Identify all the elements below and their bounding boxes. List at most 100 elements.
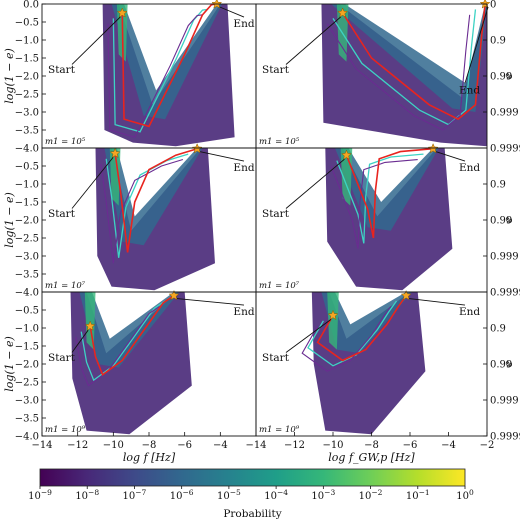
start-marker bbox=[109, 147, 121, 158]
end-arrow bbox=[435, 151, 466, 162]
outline-contour-end bbox=[326, 14, 471, 131]
y-tick-label: −0.5 bbox=[15, 162, 39, 173]
evolution-track bbox=[345, 147, 434, 239]
colorbar-tick-label: 10−8 bbox=[75, 488, 99, 502]
y-tick-label: 0.0 bbox=[23, 0, 39, 11]
x-axis-label-right: log f_GW,p [Hz] bbox=[328, 451, 415, 464]
end-label: End bbox=[459, 162, 480, 174]
y-tick-label: −3.5 bbox=[15, 270, 39, 281]
start-marker bbox=[337, 7, 348, 18]
mass-label: m1 = 10⁵ bbox=[45, 137, 86, 147]
axis-labels: log f [Hz] log f_GW,p [Hz] bbox=[123, 451, 416, 464]
y-tick-label: −3.0 bbox=[15, 252, 39, 263]
x-tick-label: −12 bbox=[67, 440, 88, 451]
evolution-track bbox=[316, 295, 407, 362]
panel-2-0: Start End m1 = 10⁹ −0.5 −1.0 −1.5 −2.0 −2.5 −3.0… bbox=[3, 289, 267, 451]
mass-label: m1 = 10⁹ bbox=[259, 425, 300, 435]
end-arrow bbox=[176, 298, 245, 306]
end-arrow bbox=[409, 298, 466, 306]
evolution-track bbox=[114, 147, 198, 253]
density-core bbox=[109, 148, 121, 206]
x-tick-label: −4 bbox=[213, 440, 228, 451]
start-arrow bbox=[71, 157, 114, 209]
y-tick-label: −1.0 bbox=[15, 36, 39, 47]
density-mid bbox=[331, 4, 487, 112]
e-tick-label: 0 bbox=[490, 0, 496, 11]
colorbar: 10−9 10−8 10−7 10−6 10−5 10−4 10−3 10−2 10−1 100 … bbox=[28, 468, 474, 520]
outline-contour-start bbox=[80, 300, 166, 382]
outline-contour-start bbox=[336, 153, 424, 244]
end-label: End bbox=[233, 18, 254, 30]
start-marker bbox=[116, 7, 128, 18]
e-tick-label: 0.9999 bbox=[490, 144, 520, 155]
panel-2-1: Start End m1 = 10⁹ 0.9 0.99 0.999 0.9999 e −12 −1… bbox=[255, 289, 520, 451]
outline-contour-end bbox=[100, 158, 184, 264]
density-core bbox=[327, 292, 339, 350]
start-arrow bbox=[285, 16, 341, 65]
density-mid bbox=[321, 292, 412, 354]
density-outer bbox=[70, 292, 192, 435]
outline-contour-end bbox=[107, 14, 203, 138]
e-tick-label: 0.9999 bbox=[490, 288, 520, 299]
e-tick-label: 0.9 bbox=[490, 324, 506, 335]
y-tick-label: −3.5 bbox=[15, 126, 39, 137]
e-tick-label: 0.99 bbox=[490, 216, 512, 227]
colorbar-tick-label: 10−5 bbox=[217, 488, 241, 502]
start-label: Start bbox=[48, 352, 76, 364]
mass-label: m1 = 10⁷ bbox=[45, 281, 86, 291]
evolution-track bbox=[341, 3, 486, 121]
start-label: Start bbox=[48, 64, 76, 76]
mass-label: m1 = 10⁷ bbox=[259, 281, 300, 291]
y-axis-label-right: e bbox=[502, 72, 515, 79]
y-tick-label: −0.5 bbox=[15, 18, 39, 29]
colorbar-label: Probability bbox=[223, 508, 281, 520]
y-tick-label: −3.0 bbox=[15, 396, 39, 407]
evolution-track bbox=[121, 3, 217, 128]
mass-label: m1 = 10⁵ bbox=[259, 137, 300, 147]
x-axis-label-left: log f [Hz] bbox=[123, 451, 176, 464]
y-tick-label: −1.0 bbox=[15, 180, 39, 191]
start-label: Start bbox=[262, 64, 290, 76]
y-tick-label: −2.0 bbox=[15, 360, 39, 371]
start-marker bbox=[341, 149, 352, 160]
y-axis-label-left: log(1 − e) bbox=[3, 336, 16, 391]
mass-label: m1 = 10⁹ bbox=[45, 425, 86, 435]
y-tick-label: −3.5 bbox=[15, 414, 39, 425]
end-label: End bbox=[459, 306, 480, 318]
e-tick-label: 0.999 bbox=[490, 252, 519, 263]
x-tick-label: −8 bbox=[142, 440, 157, 451]
x-tick-label: −12 bbox=[284, 440, 305, 451]
end-marker bbox=[400, 289, 412, 301]
y-axis-label-left: log(1 − e) bbox=[3, 192, 16, 247]
density-mid bbox=[111, 4, 223, 120]
y-tick-label: −4.0 bbox=[15, 432, 39, 443]
outline-contour-end bbox=[330, 158, 418, 249]
start-arrow bbox=[285, 319, 332, 353]
end-label: End bbox=[233, 306, 254, 318]
colorbar-tick-label: 10−4 bbox=[264, 488, 288, 502]
outline-contour-start bbox=[307, 300, 398, 367]
end-label: End bbox=[459, 84, 480, 96]
end-label: End bbox=[233, 162, 254, 174]
panel-1-1: Start End m1 = 10⁷ 0.9 0.99 0.999 0.9999 e bbox=[255, 143, 520, 299]
y-tick-label: −2.5 bbox=[15, 234, 39, 245]
x-tick-label: −6 bbox=[403, 440, 418, 451]
colorbar-tick-label: 10−1 bbox=[406, 488, 430, 502]
density-outer bbox=[321, 4, 487, 147]
y-tick-label: −1.5 bbox=[15, 342, 39, 353]
colorbar-tick-label: 10−3 bbox=[311, 488, 335, 502]
outline-contour-start bbox=[112, 8, 208, 133]
x-tick-label: −4 bbox=[441, 440, 456, 451]
start-arrow bbox=[71, 329, 89, 353]
end-marker bbox=[168, 289, 180, 301]
y-tick-label: −4.0 bbox=[15, 288, 39, 299]
colorbar-tick-label: 10−2 bbox=[359, 488, 383, 502]
panel-0-0: Start End m1 = 10⁵ 0.0 −0.5 −1.0 −1.5 −2.0 −2.5 −… bbox=[3, 0, 257, 155]
x-tick-label: −8 bbox=[364, 440, 379, 451]
x-tick-label: −10 bbox=[103, 440, 124, 451]
y-tick-label: −2.5 bbox=[15, 90, 39, 101]
start-arrow bbox=[285, 158, 345, 209]
start-label: Start bbox=[262, 352, 290, 364]
x-tick-label: −14 bbox=[31, 440, 52, 451]
